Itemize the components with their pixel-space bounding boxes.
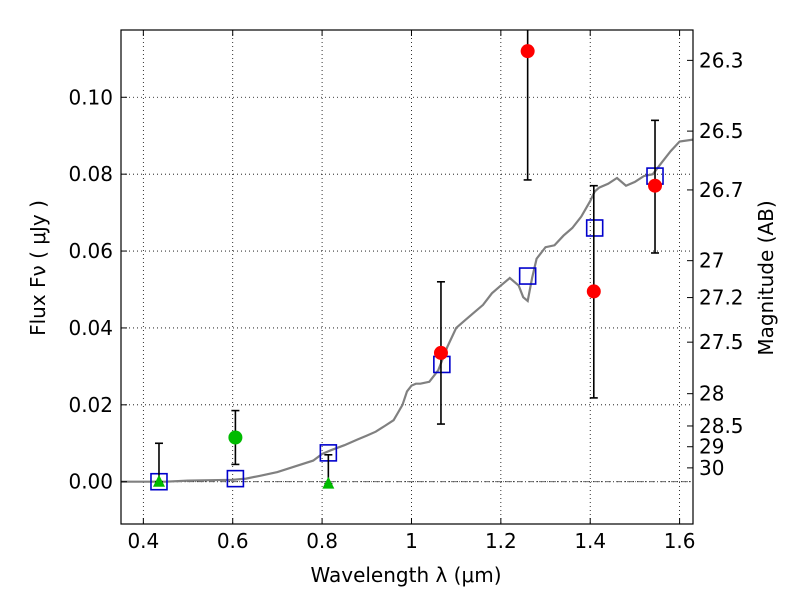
magnitude-tick-label: 26.3 xyxy=(699,48,744,72)
x-tick-label: 1 xyxy=(405,529,418,553)
magnitude-tick-label: 28 xyxy=(699,382,724,406)
plot-frame xyxy=(120,29,694,525)
magnitude-tick-label: 27 xyxy=(699,249,724,273)
model-square-point xyxy=(585,219,604,237)
x-tick-label: 0.8 xyxy=(306,529,338,553)
grid xyxy=(121,30,693,524)
model-square-point xyxy=(226,469,245,488)
model-sed-line xyxy=(121,138,693,483)
upper-limit-triangle xyxy=(152,474,165,487)
magnitude-axis-label: Magnitude (AB) xyxy=(754,200,778,355)
x-tick-label: 1.4 xyxy=(574,529,606,553)
x-tick-label: 0.4 xyxy=(127,529,159,553)
observed-point xyxy=(648,178,663,193)
y-tick-label: 0.06 xyxy=(68,239,113,263)
y-tick-label: 0.10 xyxy=(68,85,113,109)
y-tick-label: 0.04 xyxy=(68,316,113,340)
magnitude-tick-label: 26.7 xyxy=(699,178,744,202)
data-series xyxy=(121,30,693,491)
y-tick-label: 0.00 xyxy=(68,470,113,494)
y-tick-label: 0.02 xyxy=(68,393,113,417)
magnitude-tick-label: 30 xyxy=(699,456,724,480)
x-tick-label: 1.6 xyxy=(664,529,696,553)
model-square-point xyxy=(518,267,537,285)
magnitude-tick-label: 29 xyxy=(699,435,724,459)
magnitude-tick-label: 27.2 xyxy=(699,286,744,310)
y-tick-label: 0.08 xyxy=(68,162,113,186)
axes: 0.4 0.6 0.8 1 1.2 1.4 1.6 0.00 0.02 0.04 0.06 0.08 0… xyxy=(68,29,744,553)
x-tick-label: 1.2 xyxy=(485,529,517,553)
observed-point xyxy=(586,284,601,299)
magnitude-tick-label: 26.5 xyxy=(699,119,744,143)
upper-limit-triangle xyxy=(322,476,335,489)
observed-point xyxy=(433,345,448,360)
x-axis-label: Wavelength λ (μm) xyxy=(310,563,501,587)
y-axis-label: Flux Fν ( μJy ) xyxy=(26,200,50,336)
x-tick-label: 0.6 xyxy=(217,529,249,553)
observed-point xyxy=(228,430,243,445)
magnitude-tick-label: 28.5 xyxy=(699,414,744,438)
observed-point xyxy=(520,44,535,59)
magnitude-tick-label: 27.5 xyxy=(699,330,744,354)
